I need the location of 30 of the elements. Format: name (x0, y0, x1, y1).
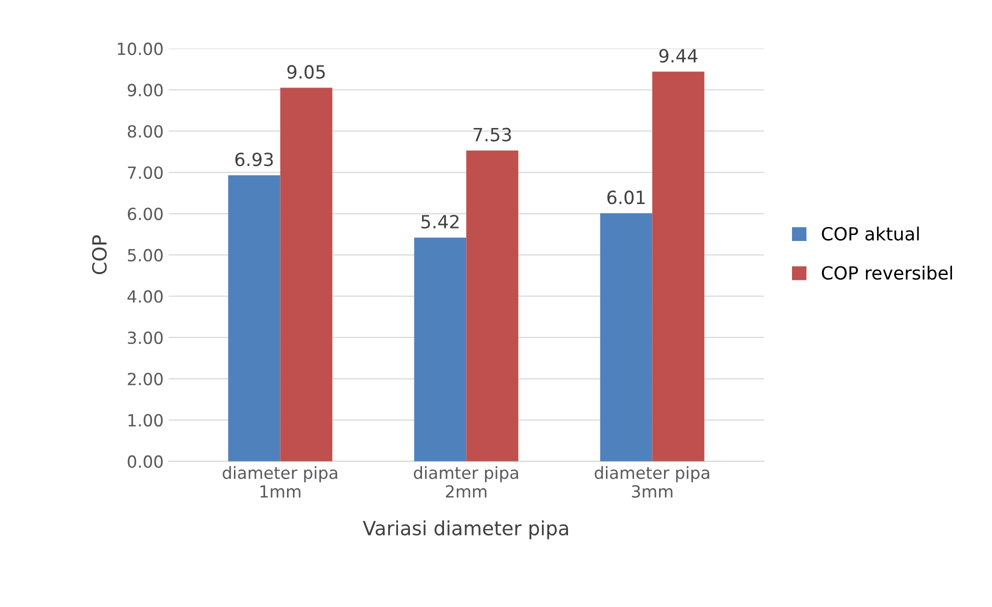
data-label: 5.42 (421, 214, 458, 229)
x-tick-label: diamter pipa 2mm (414, 466, 518, 498)
data-label: 9.44 (659, 48, 698, 63)
legend-label: COP aktual (822, 226, 919, 241)
y-tick-label: 7.00 (128, 166, 163, 179)
y-tick-label: 9.00 (128, 84, 163, 96)
data-label: 7.53 (474, 128, 511, 142)
bar (652, 72, 704, 462)
bar (414, 238, 466, 462)
y-tick-label: 0.00 (128, 455, 163, 468)
y-axis-title: COP (92, 235, 107, 274)
bar (280, 88, 332, 462)
data-label: 9.05 (287, 65, 325, 79)
y-tick-label: 10.00 (118, 42, 163, 56)
bar (600, 213, 652, 462)
y-tick-label: 1.00 (128, 414, 163, 427)
bar (228, 175, 280, 462)
x-tick-label: diameter pipa 1mm (222, 466, 338, 498)
legend-label: COP reversibel (822, 266, 952, 280)
y-tick-label: 2.00 (128, 372, 163, 386)
x-axis-title: Variasi diameter pipa (362, 520, 568, 540)
y-tick-label: 4.00 (127, 290, 163, 303)
y-tick-label: 3.00 (128, 331, 163, 344)
y-tick-label: 5.00 (128, 248, 163, 262)
data-label: 6.01 (607, 190, 645, 204)
y-tick-label: 6.00 (128, 208, 163, 220)
data-label: 6.93 (235, 152, 273, 166)
y-tick-label: 8.00 (128, 125, 163, 138)
x-tick-label: diameter pipa 3mm (594, 466, 710, 498)
bar (466, 150, 518, 462)
